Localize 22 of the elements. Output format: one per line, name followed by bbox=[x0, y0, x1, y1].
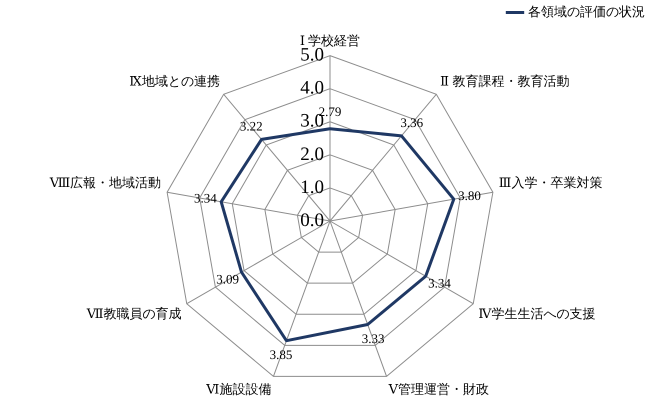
legend-label: 各領域の評価の状況 bbox=[528, 4, 645, 19]
spoke-label: Ⅷ広報・地域活動 bbox=[48, 174, 162, 190]
data-label: 3.34 bbox=[194, 190, 218, 206]
spoke-label: Ⅲ入学・卒業対策 bbox=[498, 174, 602, 190]
spoke-label: Ⅶ教職員の育成 bbox=[86, 306, 182, 321]
spoke-label: Ⅰ 学校経営 bbox=[300, 33, 360, 48]
data-label: 3.85 bbox=[270, 347, 292, 362]
data-label: 3.36 bbox=[400, 115, 424, 130]
spoke-label: Ⅱ 教育課程・教育活動 bbox=[440, 73, 570, 88]
data-label: 3.33 bbox=[362, 330, 385, 346]
y-tick-label: 1.0 bbox=[300, 176, 324, 198]
spoke-label: Ⅵ施設設備 bbox=[205, 381, 272, 396]
y-tick-label: 2.0 bbox=[300, 144, 324, 165]
y-tick-label: 0.0 bbox=[300, 210, 324, 231]
spoke-label: Ⅸ地域との連携 bbox=[129, 73, 220, 88]
y-tick-label: 4.0 bbox=[300, 78, 324, 99]
spoke-label: Ⅳ学生生活への支援 bbox=[478, 306, 596, 321]
spoke-label: Ⅴ管理運営・財政 bbox=[388, 381, 490, 396]
data-label: 3.34 bbox=[428, 276, 452, 291]
data-label: 3.80 bbox=[458, 188, 481, 203]
data-label: 3.22 bbox=[240, 118, 263, 134]
data-label: 3.09 bbox=[216, 272, 239, 287]
